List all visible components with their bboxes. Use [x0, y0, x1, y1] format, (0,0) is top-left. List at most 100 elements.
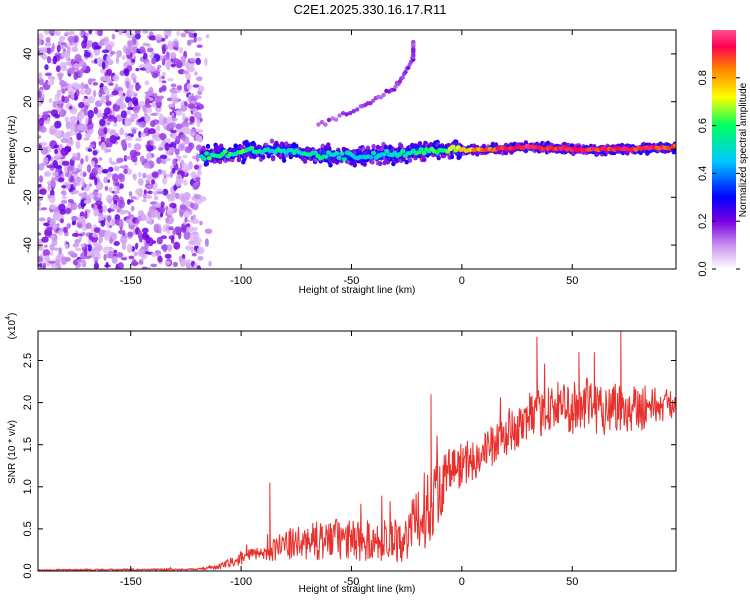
noise-speck	[77, 163, 83, 171]
noise-speck	[191, 252, 197, 257]
noise-speck	[141, 199, 148, 202]
signal-core	[397, 152, 403, 157]
noise-speck	[169, 203, 174, 208]
noise-speck	[92, 82, 99, 86]
noise-speck	[132, 173, 137, 181]
signal-core	[381, 152, 387, 157]
noise-speck	[134, 243, 139, 250]
snr-axes: -150 -100 -50 0 50 0.0 0.5 1.0 1.5 2.0 2.5	[22, 331, 676, 588]
noise-speck	[141, 266, 148, 269]
noise-speck	[57, 177, 65, 183]
noise-speck	[128, 191, 133, 197]
spec-xtick-label: 0	[459, 275, 465, 287]
noise-speck	[146, 145, 154, 152]
noise-speck	[71, 203, 78, 209]
noise-speck	[69, 105, 73, 110]
snr-ytick-label: 0.5	[22, 521, 34, 536]
noise-speck	[193, 32, 198, 38]
noise-speck	[49, 218, 56, 226]
noise-speck	[118, 219, 124, 228]
noise-speck	[60, 173, 64, 177]
noise-speck	[172, 158, 177, 167]
noise-speck	[56, 223, 60, 227]
noise-speck	[66, 61, 72, 66]
noise-speck	[91, 41, 99, 50]
noise-speck	[40, 146, 49, 155]
snr-scale-suffix: )	[7, 313, 18, 316]
noise-speck	[142, 172, 147, 179]
noise-speck	[64, 243, 69, 250]
noise-speck	[180, 55, 187, 63]
noise-speck	[92, 190, 99, 197]
noise-speck	[72, 243, 80, 248]
noise-speck	[71, 46, 79, 53]
signal-core	[368, 155, 374, 160]
noise-speck	[146, 174, 152, 180]
noise-speck	[147, 190, 153, 195]
noise-speck	[104, 186, 109, 191]
noise-speck	[151, 100, 157, 108]
diagonal-speck	[344, 112, 349, 117]
noise-speck	[190, 246, 195, 253]
noise-speck	[133, 143, 142, 151]
noise-speck	[57, 40, 63, 46]
noise-speck	[96, 57, 102, 64]
noise-speck	[190, 171, 197, 179]
noise-speck	[109, 203, 118, 210]
noise-speck	[189, 95, 197, 101]
noise-speck	[103, 176, 109, 184]
noise-speck	[166, 193, 171, 199]
noise-speck	[121, 55, 126, 61]
noise-speck	[180, 32, 187, 38]
noise-speck	[98, 235, 103, 244]
noise-speck	[85, 132, 91, 139]
noise-speck	[165, 260, 171, 266]
noise-speck	[131, 259, 137, 267]
noise-speck	[38, 263, 43, 268]
noise-speck	[152, 119, 160, 125]
colorbar: 0.0 0.2 0.4 0.6 0.8 Normalized spectral ampl…	[697, 30, 749, 277]
noise-speck	[148, 65, 157, 72]
noise-speck	[196, 170, 202, 176]
noise-speck	[142, 42, 150, 47]
noise-speck	[160, 212, 164, 218]
noise-speck	[182, 112, 186, 122]
snr-xtick-label: -100	[230, 576, 252, 588]
noise-speck	[105, 137, 110, 145]
noise-speck	[81, 30, 86, 36]
noise-speck	[107, 115, 115, 120]
noise-speck	[73, 71, 78, 81]
noise-speck	[111, 90, 119, 96]
noise-speck	[39, 188, 47, 195]
noise-speck	[170, 117, 178, 122]
noise-speck	[40, 162, 48, 166]
noise-speck	[113, 241, 120, 246]
noise-speck	[147, 47, 154, 53]
noise-speck	[127, 40, 133, 46]
noise-speck	[204, 238, 209, 247]
noise-speck	[153, 195, 159, 201]
noise-speck	[189, 142, 195, 150]
noise-speck	[91, 233, 99, 238]
noise-speck	[42, 262, 46, 269]
noise-speck	[87, 109, 94, 119]
noise-speck	[129, 90, 136, 97]
figure-title: C2E1.2025.330.16.17.R11	[294, 2, 447, 17]
noise-speck	[67, 35, 75, 43]
diagonal-speck	[355, 107, 360, 112]
noise-speck	[69, 124, 76, 132]
noise-speck	[93, 89, 97, 98]
noise-speck	[146, 153, 152, 160]
noise-speck	[204, 57, 208, 67]
noise-speck	[137, 178, 144, 186]
noise-speck	[162, 244, 168, 253]
noise-speck	[107, 207, 112, 214]
diagonal-speck	[333, 117, 339, 122]
noise-speck	[56, 44, 61, 53]
noise-speck	[44, 42, 52, 47]
noise-speck	[156, 236, 163, 245]
noise-speck	[187, 103, 196, 109]
noise-speck	[143, 162, 151, 169]
noise-speck	[80, 82, 85, 90]
noise-speck	[67, 250, 75, 256]
